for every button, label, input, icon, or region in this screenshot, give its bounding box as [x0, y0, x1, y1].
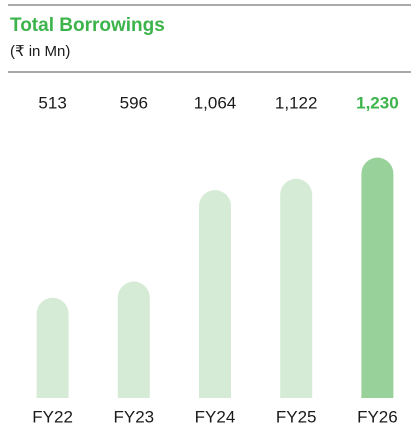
x-tick-label: FY26 [357, 407, 398, 426]
chart-subtitle: (₹ in Mn) [10, 43, 70, 60]
value-label: 513 [38, 93, 66, 112]
chart-title: Total Borrowings [10, 15, 165, 36]
value-label: 1,230 [356, 93, 399, 112]
bar [280, 178, 313, 398]
x-tick-label: FY24 [195, 407, 236, 426]
x-tick-label: FY22 [32, 407, 73, 426]
value-label: 596 [120, 93, 148, 112]
x-tick-label: FY23 [113, 407, 154, 426]
x-tick-label: FY25 [276, 407, 317, 426]
bar [361, 157, 394, 398]
value-label: 1,122 [275, 93, 318, 112]
bar [117, 281, 150, 398]
bar [36, 297, 69, 398]
value-label: 1,064 [194, 93, 237, 112]
bar [199, 190, 231, 398]
